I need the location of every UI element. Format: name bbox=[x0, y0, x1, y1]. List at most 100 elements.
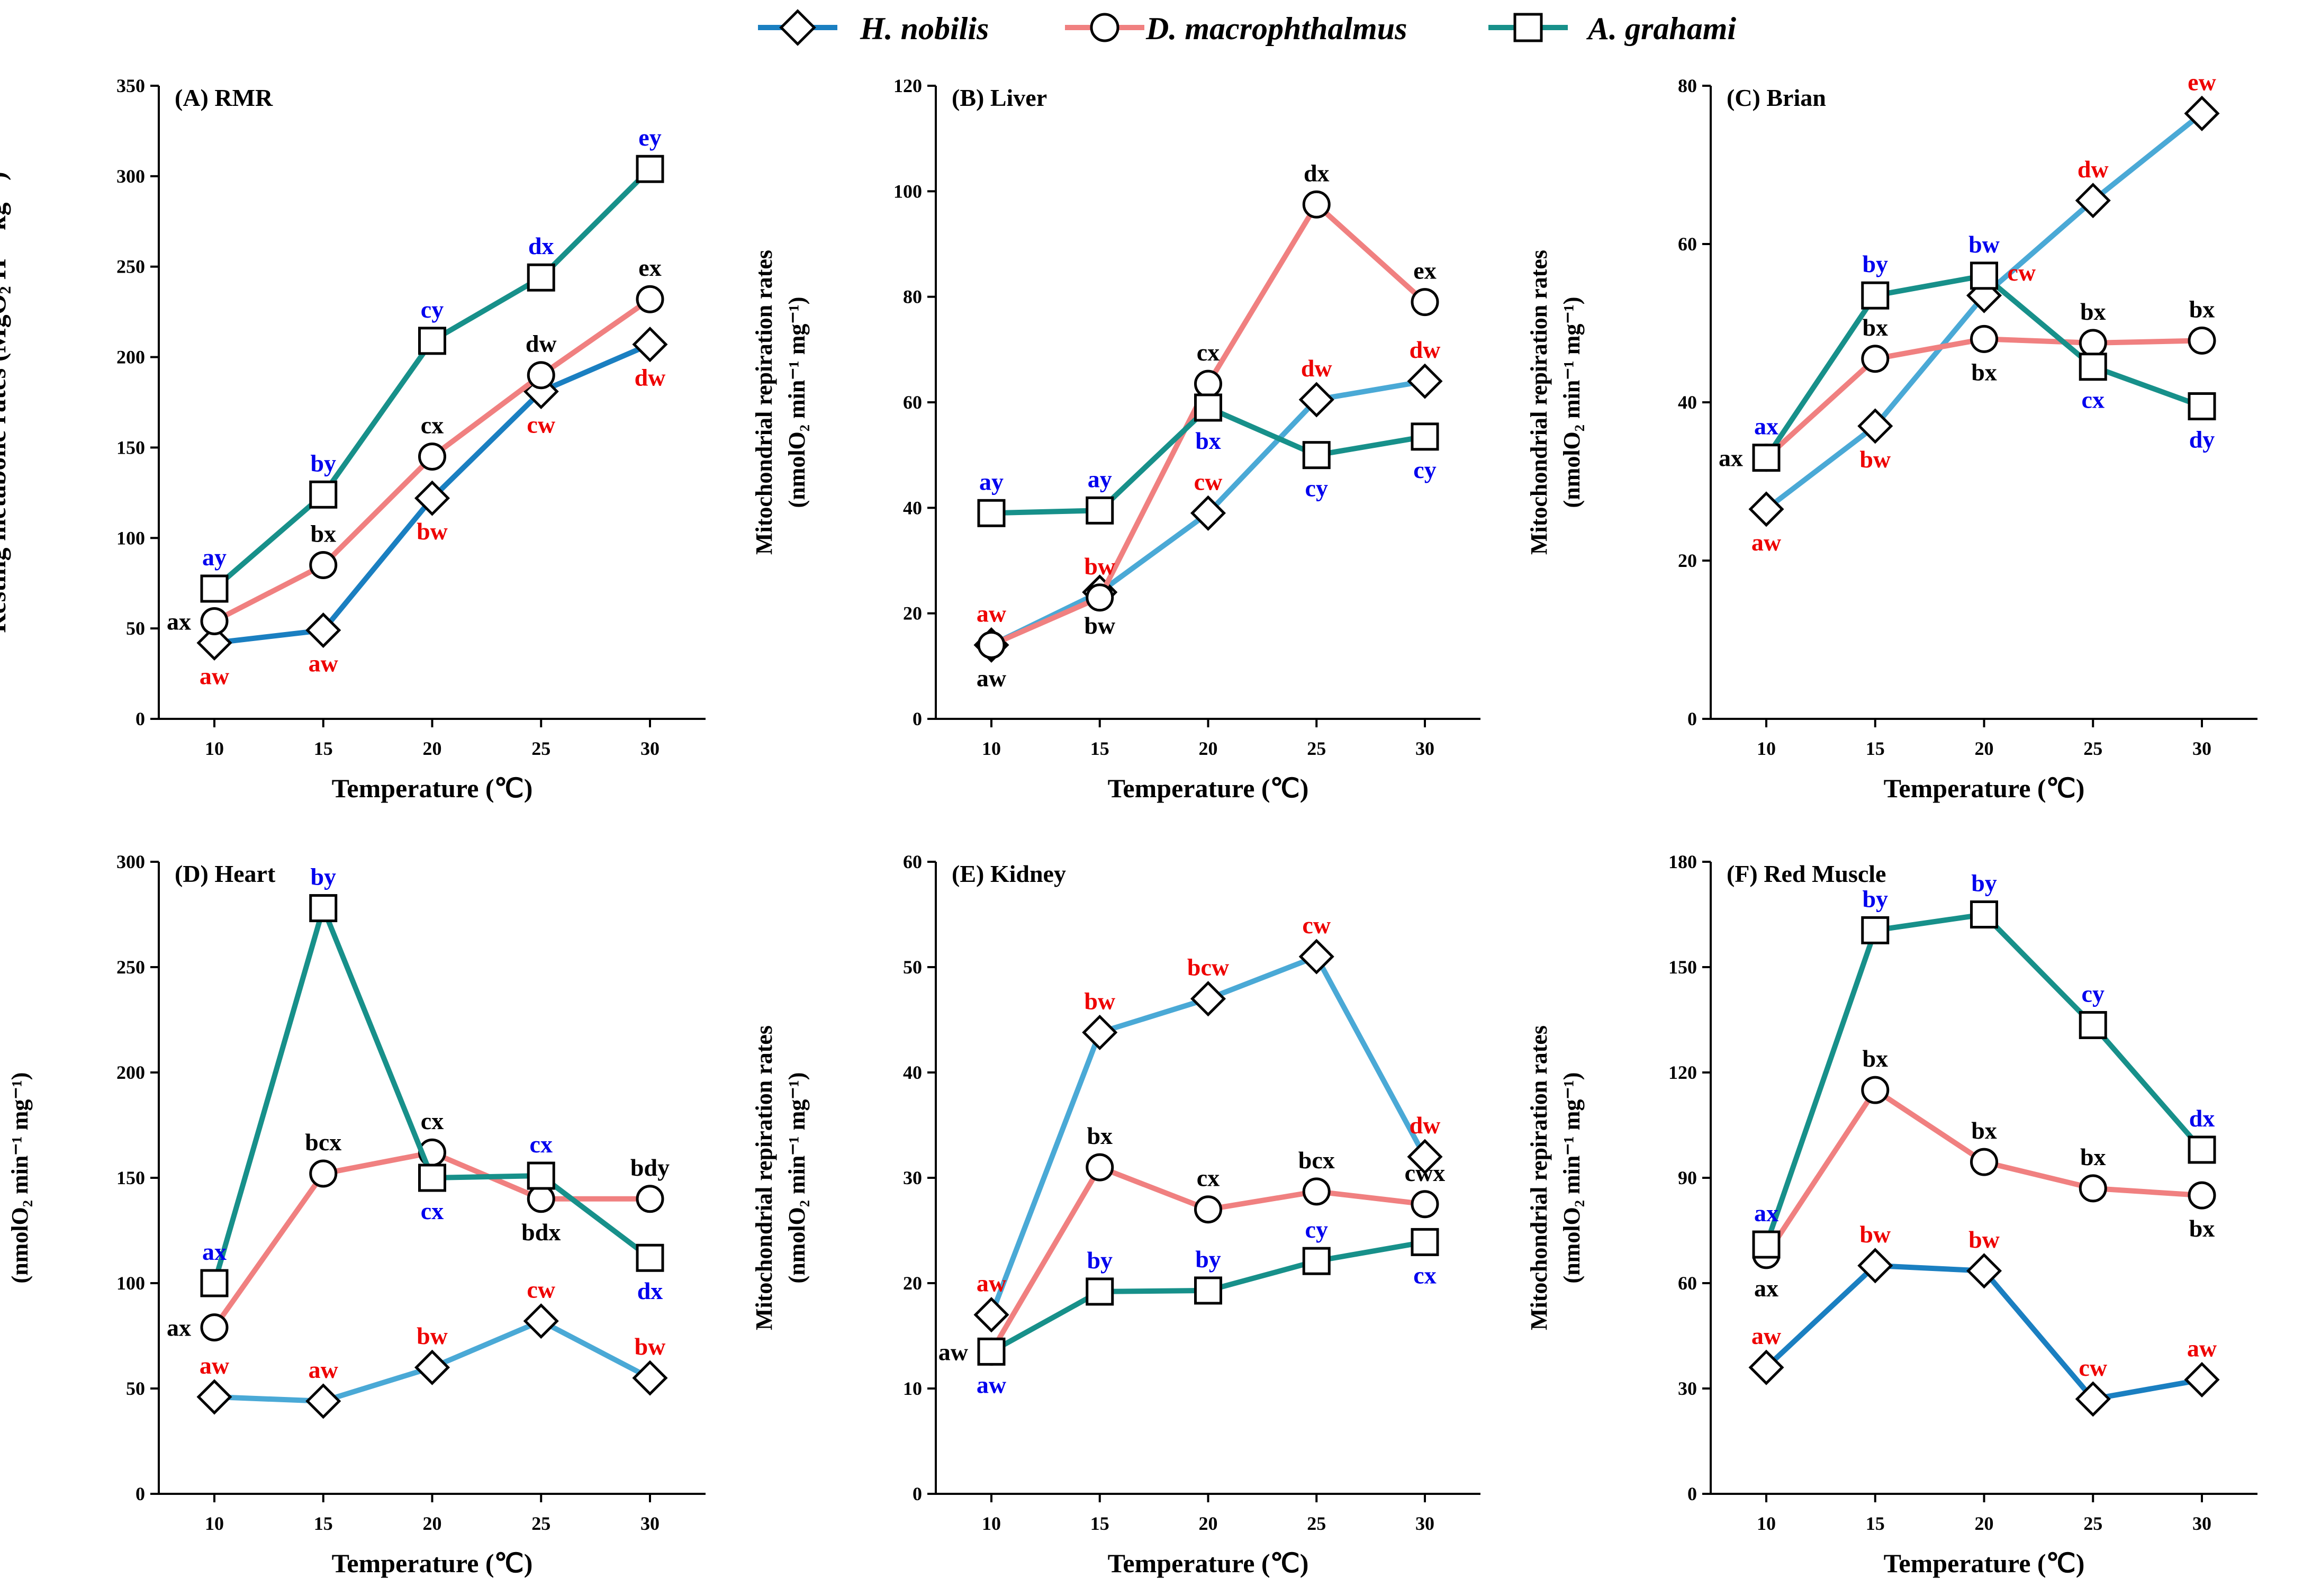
significance-label: cy bbox=[2082, 980, 2105, 1007]
significance-label: cy bbox=[421, 296, 444, 323]
panel-f-red-muscle: 0 30 60 90 120 150 180 10 15 20 25 30 Temperature (℃… bbox=[1526, 851, 2257, 1578]
y-axis-label: (nmolO₂ min⁻¹ mg⁻¹) bbox=[7, 1072, 33, 1284]
legend-item-d-macrophthalmus: D. macrophthalmus bbox=[1065, 11, 1407, 46]
x-tick-label: 15 bbox=[1866, 1513, 1885, 1534]
y-tick-label: 100 bbox=[116, 1273, 145, 1294]
panel-d-heart: 0 50 100 150 200 250 300 10 15 20 25 30 Temperature … bbox=[7, 851, 706, 1578]
legend-label: D. macrophthalmus bbox=[1145, 11, 1407, 46]
series-line bbox=[212, 905, 652, 1284]
y-tick-label: 30 bbox=[903, 1167, 922, 1188]
series-a-grahami: aw by by cy cx bbox=[977, 1216, 1439, 1398]
y-axis-label: Resting metabolic rates (MgO₂ H⁻¹ kg⁻¹) bbox=[0, 172, 11, 633]
significance-label: cw bbox=[2008, 259, 2036, 286]
series-d-macrophthalmus: ax bcx cx bdx bdy bbox=[167, 1107, 670, 1342]
data-point bbox=[527, 1185, 555, 1213]
x-tick-label: 25 bbox=[2083, 738, 2102, 759]
y-tick-label: 50 bbox=[126, 618, 145, 639]
x-tick-label: 15 bbox=[1090, 1513, 1109, 1534]
significance-label: dw bbox=[635, 364, 666, 391]
y-tick-label: 150 bbox=[116, 1167, 145, 1188]
data-point bbox=[2079, 1011, 2107, 1039]
y-tick-label: 0 bbox=[136, 1483, 145, 1504]
y-tick-label: 120 bbox=[893, 75, 922, 96]
data-point bbox=[636, 285, 664, 313]
x-axis-label: Temperature (℃) bbox=[1108, 1548, 1309, 1578]
panel-e-kidney: 0 10 20 30 40 50 60 10 15 20 25 30 Temperature (℃) Mi… bbox=[751, 851, 1480, 1578]
data-point bbox=[309, 1159, 338, 1188]
data-point bbox=[2184, 95, 2220, 131]
data-point bbox=[1411, 1190, 1439, 1219]
x-tick-label: 15 bbox=[1866, 738, 1885, 759]
data-point bbox=[527, 263, 555, 292]
significance-label: bcx bbox=[1298, 1147, 1335, 1174]
data-point bbox=[2188, 326, 2216, 355]
data-point bbox=[523, 1303, 559, 1339]
data-point bbox=[1086, 1277, 1114, 1306]
significance-label: bw bbox=[1968, 1226, 2000, 1253]
y-tick-label: 80 bbox=[1678, 75, 1697, 96]
significance-label: bw bbox=[417, 1322, 448, 1349]
y-axis-label: Mitochondrial repiration rates bbox=[751, 250, 777, 555]
data-point bbox=[2075, 1381, 2111, 1417]
data-point bbox=[1407, 363, 1443, 399]
significance-label: cx bbox=[1413, 1261, 1436, 1288]
y-tick-label: 100 bbox=[893, 181, 922, 202]
y-tick-label: 60 bbox=[1678, 233, 1697, 255]
data-point bbox=[1302, 190, 1331, 219]
data-point bbox=[1302, 1177, 1331, 1206]
data-point bbox=[309, 551, 338, 580]
data-point bbox=[636, 1185, 664, 1213]
significance-label: dw bbox=[2078, 156, 2109, 183]
data-point bbox=[200, 1313, 229, 1342]
series-d-macrophthalmus: aw bw cx dx ex bbox=[977, 159, 1439, 659]
significance-label: ay bbox=[1088, 465, 1112, 492]
x-tick-label: 25 bbox=[1307, 1513, 1326, 1534]
significance-label: ax bbox=[167, 1314, 191, 1341]
series-a-grahami: ay by cy dx ey bbox=[200, 124, 664, 603]
series-h-nobilis: aw aw bw cw bw bbox=[196, 1276, 668, 1419]
series-a-grahami: ay ay bx cy cy bbox=[977, 393, 1439, 527]
x-tick-label: 20 bbox=[1199, 1513, 1218, 1534]
x-tick-label: 15 bbox=[1090, 738, 1109, 759]
y-axis-label: (nmolO₂ min⁻¹ mg⁻¹) bbox=[1559, 297, 1585, 508]
significance-label: ax bbox=[1754, 1200, 1778, 1227]
data-point bbox=[1752, 1230, 1781, 1259]
significance-label: ax bbox=[1719, 445, 1743, 472]
x-tick-label: 10 bbox=[982, 1513, 1001, 1534]
data-point bbox=[418, 443, 446, 471]
data-point bbox=[1086, 496, 1114, 525]
panel-title: (A) RMR bbox=[175, 84, 273, 111]
data-point bbox=[2184, 1361, 2220, 1397]
significance-label: ay bbox=[979, 468, 1004, 495]
data-point bbox=[977, 1337, 1006, 1366]
data-point bbox=[1190, 495, 1226, 531]
data-point bbox=[418, 1164, 446, 1192]
significance-label: by bbox=[1862, 885, 1888, 912]
significance-label: cy bbox=[1305, 1216, 1328, 1243]
y-tick-label: 100 bbox=[116, 527, 145, 548]
significance-label: cw bbox=[1194, 468, 1223, 495]
data-point bbox=[1752, 444, 1781, 472]
significance-label: aw bbox=[309, 650, 338, 677]
data-point bbox=[527, 361, 555, 390]
significance-label: cx bbox=[530, 1131, 553, 1158]
series-a-grahami: ax by bw cx dy bbox=[1752, 231, 2216, 472]
y-tick-label: 20 bbox=[903, 1273, 922, 1294]
y-tick-label: 150 bbox=[116, 437, 145, 458]
significance-label: cx bbox=[1197, 1165, 1220, 1192]
significance-label: by bbox=[1087, 1247, 1113, 1274]
significance-label: by bbox=[1195, 1246, 1221, 1273]
significance-label: cx bbox=[421, 1107, 444, 1134]
y-tick-label: 40 bbox=[903, 497, 922, 518]
x-axis-label: Temperature (℃) bbox=[1108, 773, 1309, 803]
data-point bbox=[200, 574, 229, 603]
y-tick-label: 0 bbox=[1687, 708, 1697, 729]
significance-label: cx bbox=[1197, 339, 1220, 366]
y-tick-label: 150 bbox=[1668, 957, 1697, 978]
legend-label: A. grahami bbox=[1586, 11, 1736, 46]
y-axis-label: (nmolO₂ min⁻¹ mg⁻¹) bbox=[1559, 1072, 1585, 1284]
data-point bbox=[1970, 324, 1998, 353]
x-tick-label: 25 bbox=[531, 1513, 550, 1534]
y-tick-label: 40 bbox=[1678, 392, 1697, 413]
data-point bbox=[1086, 583, 1114, 612]
